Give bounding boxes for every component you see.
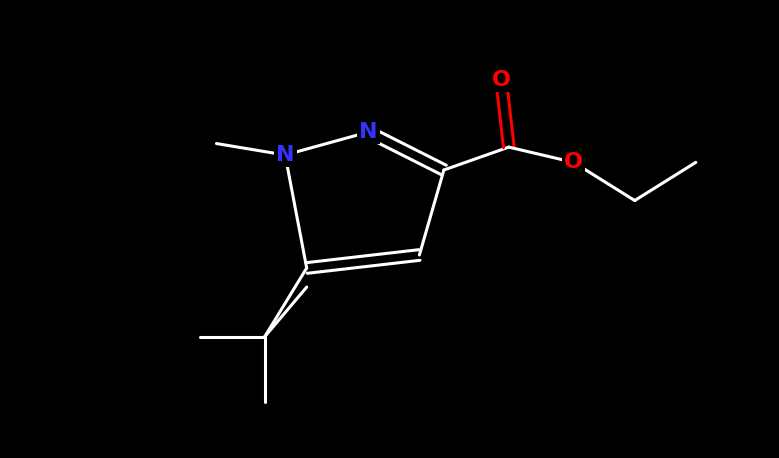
- Text: O: O: [492, 70, 510, 90]
- Text: O: O: [564, 153, 583, 172]
- Text: N: N: [359, 122, 378, 142]
- Text: N: N: [276, 145, 294, 165]
